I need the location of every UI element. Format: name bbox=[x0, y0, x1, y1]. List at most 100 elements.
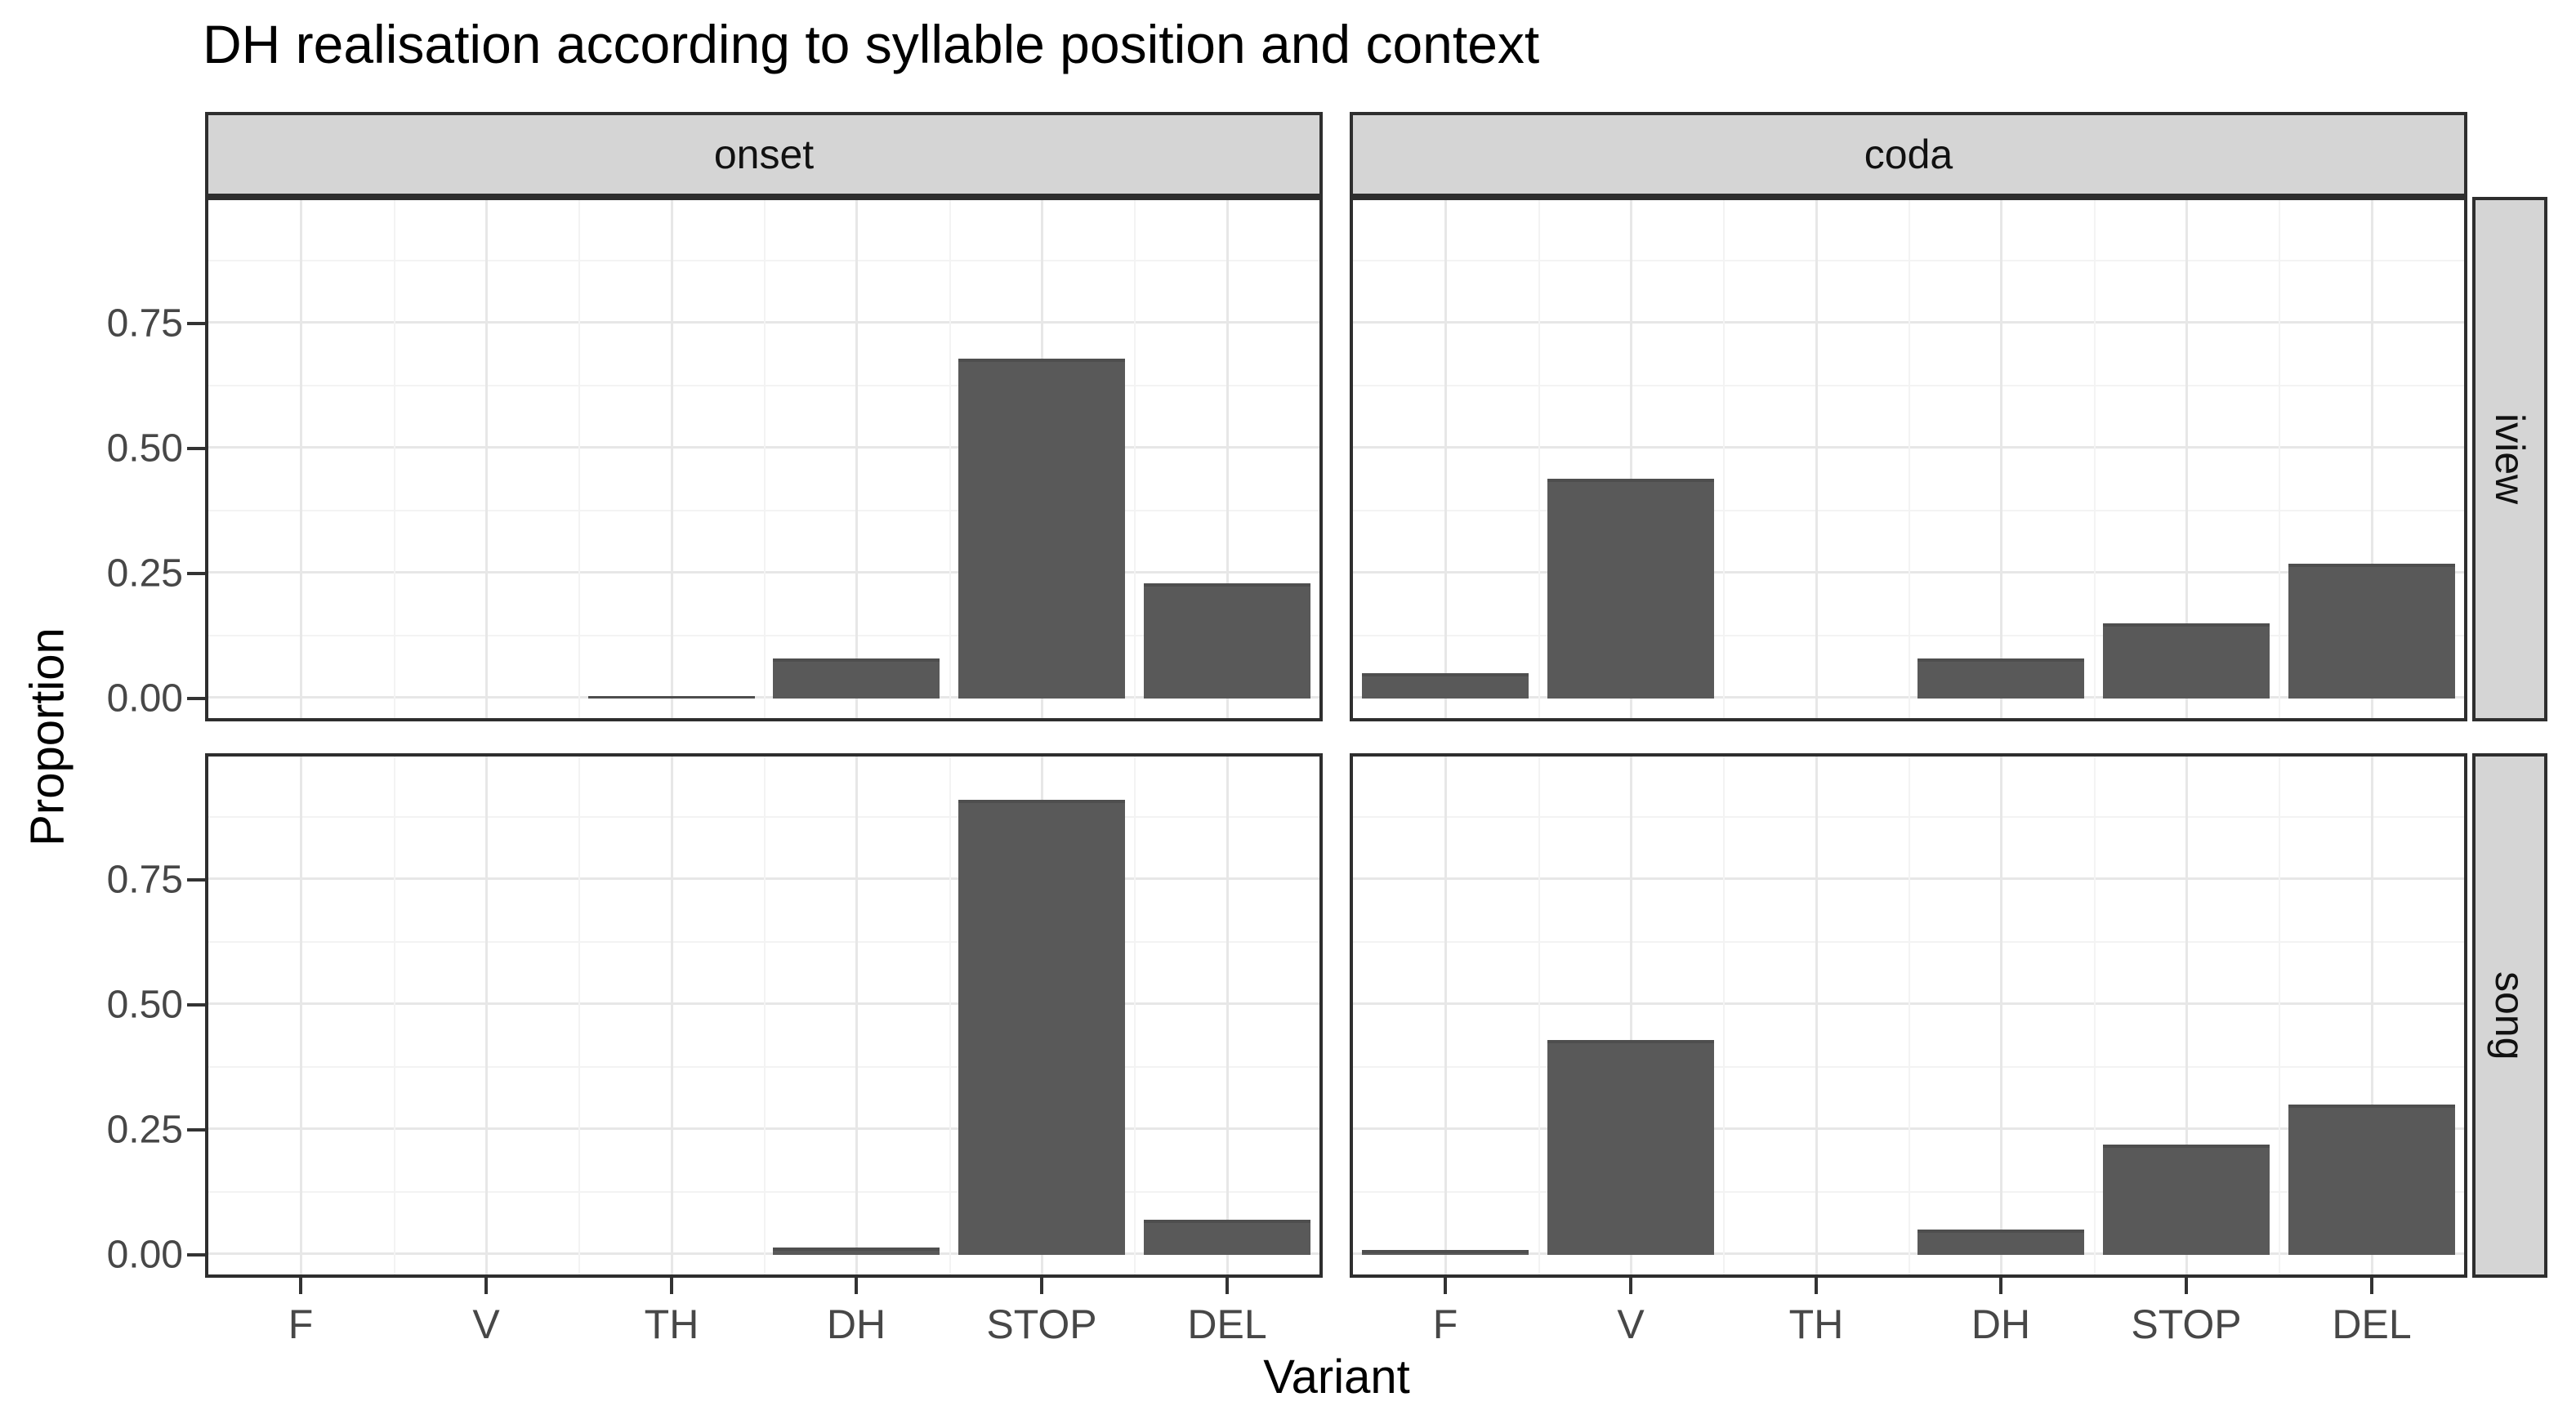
gridline-x-major bbox=[1444, 757, 1447, 1274]
x-tick-label: F bbox=[288, 1301, 314, 1347]
bar-coda-iview-DEL bbox=[2288, 564, 2455, 699]
gridline-x-major bbox=[2371, 757, 2373, 1274]
gridline-x-major bbox=[1226, 757, 1229, 1274]
x-tick-label: DEL bbox=[1187, 1301, 1267, 1347]
gridline-x-major bbox=[671, 200, 673, 718]
bar-coda-song-V bbox=[1547, 1040, 1714, 1255]
y-tick-label: 0.50 bbox=[106, 983, 183, 1027]
gridline-x-minor bbox=[578, 200, 580, 718]
y-tick-mark bbox=[187, 697, 205, 700]
y-tick-label: 0.25 bbox=[106, 551, 183, 596]
x-tick-mark bbox=[1040, 1278, 1043, 1294]
facet-strip-coda: coda bbox=[1350, 112, 2467, 197]
panel-coda-song bbox=[1350, 753, 2467, 1278]
bar-coda-iview-V bbox=[1547, 479, 1714, 699]
x-tick-label: DH bbox=[826, 1301, 886, 1347]
y-axis-title: Proportion bbox=[20, 627, 74, 846]
facet-strip-song: song bbox=[2472, 753, 2547, 1278]
gridline-x-major bbox=[2000, 757, 2002, 1274]
gridline-x-major bbox=[855, 200, 858, 718]
facet-strip-onset-label: onset bbox=[713, 132, 815, 177]
gridline-x-minor bbox=[2279, 200, 2280, 718]
gridline-x-minor bbox=[764, 757, 766, 1274]
gridline-x-minor bbox=[394, 757, 395, 1274]
gridline-x-major bbox=[2371, 200, 2373, 718]
y-tick-mark bbox=[187, 1253, 205, 1257]
x-tick-mark bbox=[1815, 1278, 1818, 1294]
bar-onset-song-STOP bbox=[958, 800, 1125, 1255]
gridline-x-major bbox=[855, 757, 858, 1274]
gridline-x-major bbox=[1444, 200, 1447, 718]
y-tick-mark bbox=[187, 322, 205, 325]
gridline-x-minor bbox=[2279, 757, 2280, 1274]
x-tick-label: F bbox=[1432, 1301, 1458, 1347]
bar-onset-song-DEL bbox=[1144, 1220, 1310, 1255]
bar-onset-iview-DH bbox=[773, 658, 940, 699]
gridline-x-major bbox=[485, 200, 488, 718]
gridline-x-minor bbox=[1909, 200, 1910, 718]
gridline-x-major bbox=[300, 200, 302, 718]
gridline-x-major bbox=[2000, 200, 2002, 718]
gridline-x-minor bbox=[578, 757, 580, 1274]
facet-strip-iview-label: iview bbox=[2487, 413, 2533, 505]
gridline-x-minor bbox=[764, 200, 766, 718]
bar-coda-song-DH bbox=[1917, 1230, 2084, 1255]
gridline-x-minor bbox=[394, 200, 395, 718]
panel-coda-iview bbox=[1350, 197, 2467, 721]
x-tick-mark bbox=[299, 1278, 302, 1294]
gridline-x-minor bbox=[2094, 757, 2096, 1274]
x-tick-label: TH bbox=[1788, 1301, 1844, 1347]
x-tick-mark bbox=[1629, 1278, 1632, 1294]
y-tick-mark bbox=[187, 572, 205, 575]
gridline-x-major bbox=[1630, 757, 1632, 1274]
panel-onset-song bbox=[205, 753, 1323, 1278]
bar-onset-iview-TH bbox=[588, 696, 755, 699]
gridline-x-major bbox=[2185, 200, 2188, 718]
facet-strip-coda-label: coda bbox=[1864, 132, 1953, 177]
gridline-x-major bbox=[300, 757, 302, 1274]
x-tick-label: V bbox=[472, 1301, 500, 1347]
y-tick-label: 0.00 bbox=[106, 1233, 183, 1277]
bar-coda-iview-DH bbox=[1917, 658, 2084, 699]
gridline-x-minor bbox=[2094, 200, 2096, 718]
y-tick-mark bbox=[187, 1128, 205, 1132]
gridline-x-minor bbox=[1909, 757, 1910, 1274]
gridline-x-minor bbox=[949, 200, 951, 718]
x-tick-label: DH bbox=[1971, 1301, 2031, 1347]
x-axis-title: Variant bbox=[1263, 1350, 1410, 1404]
facet-strip-onset: onset bbox=[205, 112, 1323, 197]
x-tick-mark bbox=[1444, 1278, 1447, 1294]
y-tick-label: 0.25 bbox=[106, 1108, 183, 1152]
gridline-x-major bbox=[1815, 757, 1818, 1274]
x-tick-mark bbox=[1999, 1278, 2002, 1294]
x-tick-label: STOP bbox=[2131, 1301, 2242, 1347]
chart-title: DH realisation according to syllable pos… bbox=[203, 14, 1540, 74]
y-tick-mark bbox=[187, 447, 205, 450]
facet-strip-iview: iview bbox=[2472, 197, 2547, 721]
facet-strip-song-label: song bbox=[2487, 971, 2533, 1060]
bar-coda-song-STOP bbox=[2103, 1145, 2270, 1255]
gridline-x-major bbox=[2185, 757, 2188, 1274]
x-tick-mark bbox=[484, 1278, 488, 1294]
x-tick-mark bbox=[1225, 1278, 1229, 1294]
y-tick-label: 0.50 bbox=[106, 426, 183, 471]
x-tick-label: DEL bbox=[2332, 1301, 2412, 1347]
gridline-x-minor bbox=[949, 757, 951, 1274]
gridline-x-minor bbox=[1723, 757, 1725, 1274]
x-tick-mark bbox=[2370, 1278, 2373, 1294]
gridline-x-minor bbox=[1723, 200, 1725, 718]
gridline-x-major bbox=[1815, 200, 1818, 718]
bar-onset-iview-STOP bbox=[958, 359, 1125, 699]
y-tick-label: 0.00 bbox=[106, 676, 183, 721]
bar-onset-iview-DEL bbox=[1144, 583, 1310, 699]
gridline-x-major bbox=[671, 757, 673, 1274]
bar-onset-song-DH bbox=[773, 1248, 940, 1255]
panel-onset-iview bbox=[205, 197, 1323, 721]
x-tick-label: V bbox=[1617, 1301, 1645, 1347]
bar-coda-iview-STOP bbox=[2103, 623, 2270, 699]
y-tick-label: 0.75 bbox=[106, 301, 183, 346]
gridline-x-minor bbox=[1134, 757, 1136, 1274]
gridline-x-major bbox=[1226, 200, 1229, 718]
gridline-x-major bbox=[485, 757, 488, 1274]
